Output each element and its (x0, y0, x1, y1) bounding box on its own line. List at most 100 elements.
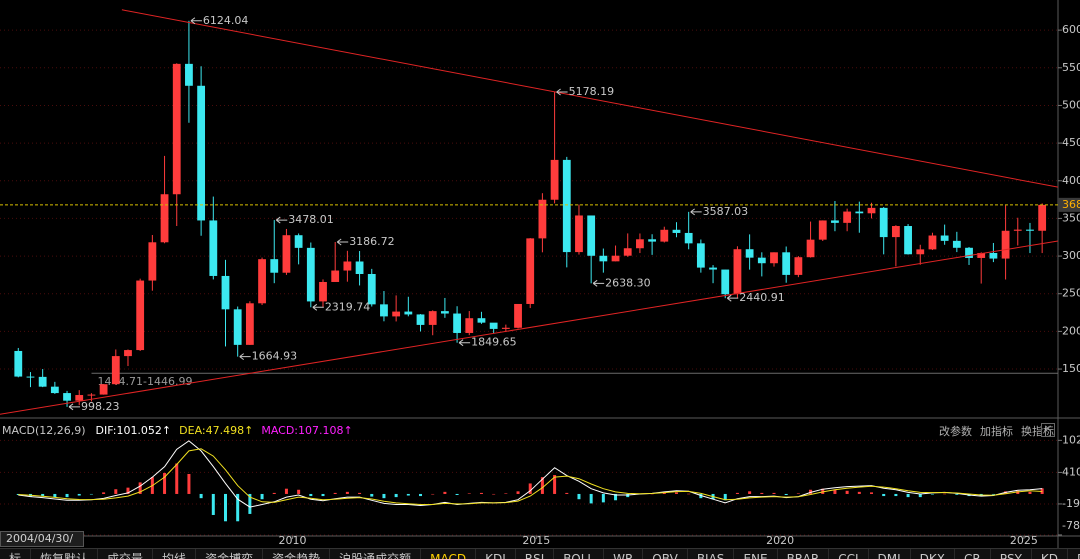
indicator-tab[interactable]: CCI (829, 549, 869, 559)
last-price-box (1058, 197, 1080, 212)
annotation-arrow (458, 339, 471, 347)
macd-bar (687, 493, 691, 495)
macd-bar (614, 493, 618, 501)
candle-body (416, 314, 425, 325)
indicator-tab[interactable]: KDJ (476, 549, 516, 559)
indicator-tab[interactable]: BOLL (554, 549, 605, 559)
macd-line (18, 448, 1043, 505)
annotation-label: 5178.19 (569, 85, 615, 98)
candle-body (514, 303, 522, 328)
indicator-tab[interactable]: BIAS (688, 549, 735, 559)
annotation-label: 998.23 (81, 400, 120, 413)
macd-bar (187, 473, 191, 494)
annotation-arrow (68, 403, 81, 411)
candle-body (526, 238, 535, 304)
macd-bar (126, 487, 130, 494)
macd-bar (260, 493, 264, 500)
indicator-tab[interactable]: BRAR (778, 549, 830, 559)
macd-bar (857, 491, 861, 494)
x-tick-label: 2020 (766, 534, 794, 547)
candle-body (160, 194, 169, 243)
macd-bar (930, 493, 934, 495)
candle-body (453, 313, 461, 333)
candle-body (782, 252, 791, 275)
macd-bar (223, 493, 227, 522)
indicator-tab[interactable]: PSY (991, 549, 1032, 559)
macd-bar (175, 463, 179, 494)
candle-body (233, 309, 242, 345)
candle-body (63, 393, 71, 401)
trend-line (0, 240, 1059, 415)
macd-bar (955, 493, 959, 495)
candle-body (26, 376, 35, 378)
annotation-arrow (336, 238, 349, 246)
macd-bar (553, 475, 557, 494)
macd-bar (382, 493, 386, 499)
indicator-tab[interactable]: KD (1032, 549, 1069, 559)
macd-title: MACD(12,26,9) (2, 424, 86, 437)
macd-bar (284, 488, 288, 494)
candle-body (977, 252, 986, 258)
last-price-label: 3680 (1062, 198, 1080, 211)
indicator-tab[interactable]: 成交量 (98, 549, 154, 559)
indicator-tab[interactable]: 均线 (153, 549, 197, 559)
candle-body (428, 311, 437, 325)
indicator-tab[interactable]: CR (955, 549, 991, 559)
candle-body (550, 159, 559, 200)
ref-line-label: 1444.71-1446.99 (98, 375, 193, 388)
annotation-arrow (239, 353, 251, 361)
candle-body (148, 242, 157, 281)
candle-body (172, 63, 181, 195)
macd-bar (845, 490, 849, 494)
indicator-tabs: 标恢复默认 成交量 均线 资金博弈 资金趋势 沪股通成交额 MACD KDJ RSI BOLL WR… (0, 548, 1080, 559)
macd-bar (504, 493, 508, 494)
y-tick-label: -190 (1062, 497, 1080, 510)
indicator-tab[interactable]: DMA (1068, 549, 1080, 559)
indicator-tab[interactable]: MACD (421, 549, 477, 559)
panel-button[interactable]: 换指标 (1021, 425, 1054, 438)
candle-body (806, 239, 815, 258)
candle-body (562, 159, 571, 253)
candle-body (989, 252, 998, 259)
annotation-arrow (690, 208, 702, 216)
macd-bar (918, 493, 922, 498)
panel-button[interactable]: 改参数 (939, 425, 972, 438)
annotation-label: 2319.74 (325, 300, 371, 313)
indicator-tab[interactable]: 恢复默认 (31, 549, 99, 559)
macd-bar (540, 477, 544, 494)
indicator-tab[interactable]: OBV (643, 549, 688, 559)
candle-body (575, 215, 583, 253)
close-panel[interactable]: ✕ (1041, 423, 1055, 437)
indicator-tab[interactable]: DMI (869, 549, 911, 559)
annotation-arrow (726, 294, 739, 302)
candle-body (660, 229, 669, 242)
annotation-arrow (190, 17, 202, 25)
candle-body (404, 311, 413, 315)
indicator-tab[interactable]: 资金博弈 (196, 549, 264, 559)
macd-bar (833, 489, 837, 494)
panel-button[interactable]: 加指标 (980, 425, 1013, 438)
indicator-tab[interactable]: RSI (516, 549, 555, 559)
candle-body (648, 239, 657, 242)
candle-body (611, 255, 620, 262)
candle-body (111, 356, 120, 385)
candle-body (818, 220, 827, 240)
indicator-tab[interactable]: WR (604, 549, 644, 559)
indicator-tab[interactable]: ENE (734, 549, 778, 559)
indicator-tab[interactable]: 资金趋势 (263, 549, 331, 559)
indicator-tab[interactable]: 沪股通成交额 (330, 549, 422, 559)
macd-bar (626, 493, 630, 498)
indicator-tab[interactable]: 标 (0, 549, 32, 559)
macd-bar (662, 492, 666, 494)
candle-body (794, 257, 803, 275)
y-tick-label: -780 (1062, 519, 1080, 532)
indicator-tab[interactable]: DKX (911, 549, 955, 559)
annotation-label: 2440.91 (739, 291, 785, 304)
macd-bar (467, 493, 471, 494)
candle-body (1038, 204, 1047, 231)
annotation-arrow (312, 303, 324, 311)
macd-bar (748, 491, 752, 494)
annotation-label: 3478.01 (288, 213, 334, 226)
